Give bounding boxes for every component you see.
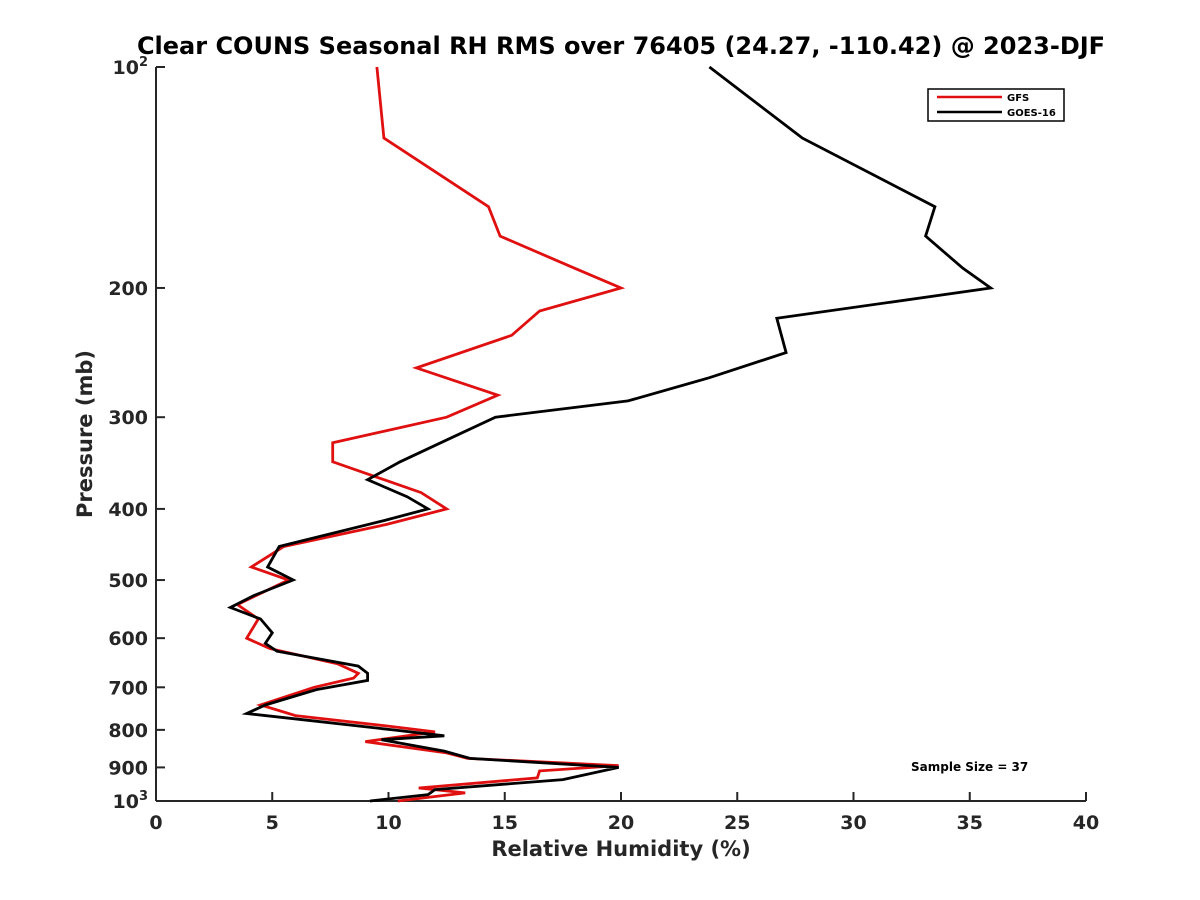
- legend: GFS GOES-16: [927, 88, 1065, 122]
- x-ticks: 0 5 10 15 20 25 30 35 40: [149, 792, 1099, 834]
- y-tick-label-base: 800: [108, 720, 148, 742]
- x-tick-label: 25: [724, 812, 750, 834]
- y-tick-label: 102: [113, 55, 149, 79]
- y-tick-label: 200: [108, 278, 148, 300]
- y-tick-label-base: 10: [113, 791, 139, 813]
- y-tick-label-exponent: 2: [139, 55, 148, 70]
- series-line-gfs: [234, 66, 626, 803]
- x-tick-label: 5: [266, 812, 279, 834]
- plot-area: [155, 67, 1086, 802]
- y-tick-label-base: 300: [108, 407, 148, 429]
- y-tick-label: 900: [108, 757, 148, 779]
- legend-label-goes16: GOES-16: [1007, 108, 1056, 119]
- series-layer: [226, 65, 995, 803]
- legend-label-gfs: GFS: [1007, 93, 1029, 104]
- y-tick-label-base: 500: [108, 570, 148, 592]
- x-tick-label: 20: [608, 812, 634, 834]
- series-line-goes16: [226, 65, 995, 803]
- y-tick-label: 103: [113, 789, 149, 813]
- y-tick-label: 600: [108, 628, 148, 650]
- y-tick-label-base: 900: [108, 757, 148, 779]
- sample-size-annotation: Sample Size = 37: [911, 760, 1028, 774]
- y-tick-label: 300: [108, 407, 148, 429]
- x-tick-label: 30: [840, 812, 866, 834]
- x-tick-label: 15: [492, 812, 518, 834]
- x-tick-label: 35: [957, 812, 983, 834]
- y-tick-label-exponent: 3: [139, 789, 148, 804]
- y-axis-label: Pressure (mb): [73, 350, 97, 518]
- x-tick-label: 40: [1073, 812, 1099, 834]
- y-tick-label-base: 10: [113, 57, 139, 79]
- x-tick-label: 0: [149, 812, 162, 834]
- legend-box: [927, 88, 1065, 122]
- y-tick-label: 500: [108, 570, 148, 592]
- y-tick-label-base: 600: [108, 628, 148, 650]
- y-tick-label: 400: [108, 499, 148, 521]
- x-axis-label: Relative Humidity (%): [491, 837, 750, 861]
- y-tick-label: 800: [108, 720, 148, 742]
- y-tick-label-base: 400: [108, 499, 148, 521]
- y-tick-label-base: 200: [108, 278, 148, 300]
- x-tick-label: 10: [375, 812, 401, 834]
- y-tick-label: 700: [108, 677, 148, 699]
- chart-title: Clear COUNS Seasonal RH RMS over 76405 (…: [137, 32, 1105, 60]
- y-tick-label-base: 700: [108, 677, 148, 699]
